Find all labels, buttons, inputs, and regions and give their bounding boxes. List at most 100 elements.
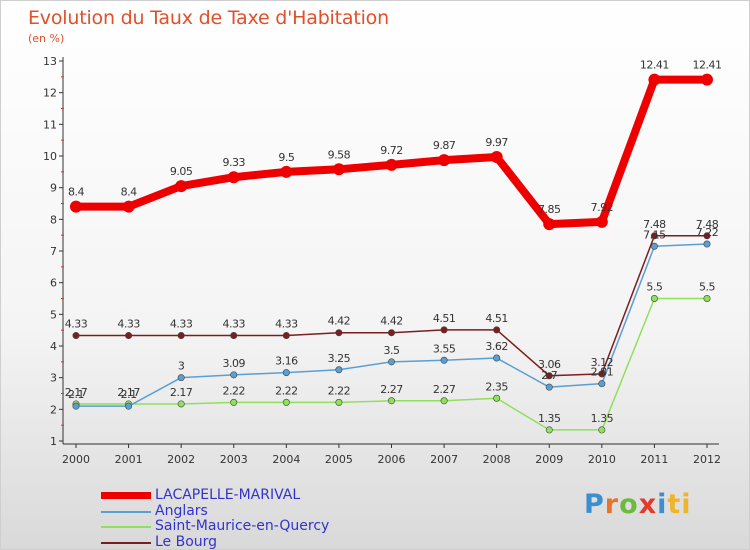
data-point (598, 380, 606, 388)
y-tick-label: 12 (43, 87, 57, 100)
legend-swatch (101, 541, 151, 544)
data-label: 5.5 (699, 281, 715, 294)
data-label: 4.33 (170, 318, 193, 331)
legend-label: Anglars (155, 502, 208, 519)
data-point (282, 369, 290, 377)
data-point (440, 326, 448, 334)
data-label: 12.41 (693, 59, 722, 72)
y-tick-label: 1 (50, 435, 57, 448)
data-point (648, 73, 661, 86)
y-tick-label: 9 (50, 182, 57, 195)
y-tick-label: 5 (50, 308, 57, 321)
data-point (177, 332, 185, 340)
data-label: 3.12 (591, 356, 614, 369)
data-label: 3.09 (223, 357, 246, 370)
data-point (387, 397, 395, 405)
data-label: 2.17 (65, 386, 88, 399)
data-point (230, 398, 238, 406)
data-label: 5.5 (646, 281, 662, 294)
data-label: 2.17 (170, 386, 193, 399)
legend-label: LACAPELLE-MARIVAL (155, 487, 301, 503)
data-point (440, 356, 448, 364)
data-label: 3.62 (485, 340, 508, 353)
data-point (493, 326, 501, 334)
x-tick-label: 2004 (272, 453, 300, 466)
data-point (70, 200, 82, 213)
x-tick-label: 2010 (588, 453, 616, 466)
data-point (175, 180, 188, 193)
data-label: 2.1 (68, 388, 84, 401)
data-label: 3.25 (328, 352, 351, 365)
data-point (595, 215, 608, 228)
data-label: 4.33 (275, 318, 298, 331)
data-point (227, 171, 240, 184)
y-tick-label: 3 (50, 372, 57, 385)
x-tick-label: 2009 (535, 453, 563, 466)
data-label: 3.16 (275, 355, 298, 368)
y-tick-label: 6 (50, 277, 57, 290)
data-label: 4.51 (433, 312, 456, 325)
data-point (177, 400, 185, 408)
data-point (335, 329, 343, 337)
data-label: 3 (178, 360, 185, 373)
data-point (72, 332, 80, 340)
data-point (703, 232, 711, 240)
legend-label: Le Bourg (155, 533, 218, 550)
data-label: 8.4 (121, 186, 137, 199)
data-label: 2.81 (591, 366, 614, 379)
data-label: 7.48 (696, 218, 719, 231)
data-point (282, 398, 290, 406)
data-label: 1.35 (538, 412, 561, 425)
y-tick-label: 7 (50, 245, 57, 258)
data-label: 2.27 (433, 383, 456, 396)
data-label: 9.05 (170, 165, 193, 178)
legend-label: Saint-Maurice-en-Quercy (155, 518, 330, 534)
data-label: 4.33 (117, 318, 140, 331)
data-point (545, 372, 553, 380)
data-point (72, 402, 80, 410)
x-tick-label: 2005 (325, 453, 353, 466)
data-label: 9.58 (328, 148, 351, 161)
y-tick-label: 13 (43, 55, 57, 68)
data-label: 4.42 (380, 315, 403, 328)
data-label: 3.06 (538, 358, 561, 371)
x-tick-label: 2002 (167, 453, 195, 466)
data-point (230, 332, 238, 340)
data-label: 9.72 (380, 144, 403, 157)
data-point (650, 232, 658, 240)
data-label: 2.27 (380, 383, 403, 396)
data-point (125, 402, 133, 410)
x-tick-label: 2011 (640, 453, 668, 466)
x-tick-label: 2006 (378, 453, 406, 466)
data-point (543, 218, 556, 231)
data-point (335, 366, 343, 374)
data-label: 2.7 (541, 369, 557, 382)
y-tick-label: 8 (50, 213, 57, 226)
data-point (280, 165, 293, 178)
data-point (493, 394, 501, 402)
data-point (335, 398, 343, 406)
data-point (122, 200, 135, 213)
data-label: 2.17 (117, 386, 140, 399)
data-point (387, 329, 395, 337)
data-label: 9.5 (278, 151, 294, 164)
data-label: 12.41 (640, 59, 669, 72)
data-point (545, 383, 553, 391)
data-point (230, 371, 238, 379)
legend-swatch (101, 526, 151, 528)
legend-swatch (101, 510, 151, 513)
data-point (440, 397, 448, 405)
data-point (385, 158, 398, 171)
data-label: 4.33 (65, 318, 88, 331)
legend-swatch (101, 492, 151, 499)
x-tick-label: 2007 (430, 453, 458, 466)
y-tick-label: 2 (50, 403, 57, 416)
data-label: 2.1 (121, 388, 137, 401)
data-label: 4.51 (485, 312, 508, 325)
data-label: 9.87 (433, 139, 456, 152)
data-point (177, 374, 185, 382)
data-label: 3.55 (433, 342, 456, 355)
data-point (282, 332, 290, 340)
data-point (438, 154, 451, 167)
